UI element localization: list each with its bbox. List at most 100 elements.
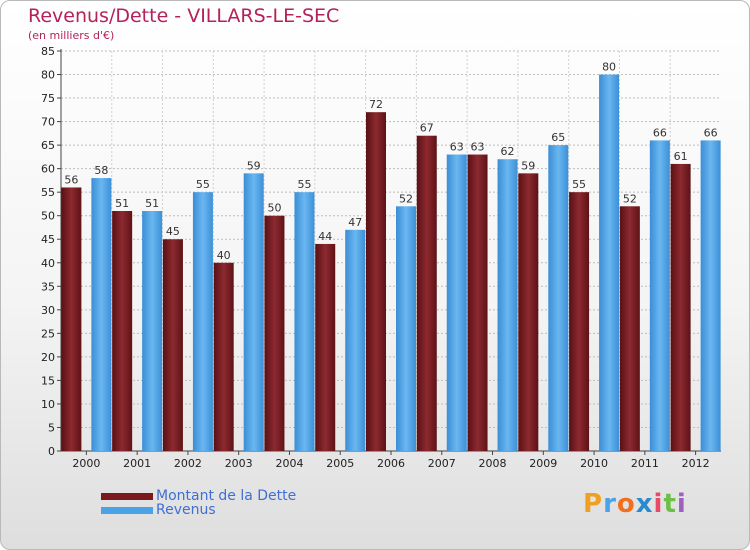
bar-dette [315,243,336,451]
bar-dette [264,215,285,451]
legend-label-revenus: Revenus [156,502,216,518]
bar-revenus [192,192,213,452]
data-label: 61 [674,150,688,163]
logo-letter: i [676,489,687,519]
x-tick-label: 2007 [428,457,456,470]
data-labels: 56 58 51 51 45 55 40 59 50 55 44 47 72 52 67 63 63 62 59 65… [64,61,717,262]
data-label: 65 [551,131,565,144]
bar-dette [61,187,82,451]
y-tick-label: 75 [41,92,55,105]
y-tick-label: 25 [41,327,55,340]
x-tick-label: 2001 [123,457,151,470]
legend-item-revenus: Revenus [101,502,216,518]
bar-dette [569,192,590,452]
y-tick-label: 60 [41,163,55,176]
legend-item-dette: Montant de la Dette [101,488,296,504]
data-label: 67 [420,122,434,135]
legend-label-dette: Montant de la Dette [156,488,297,504]
x-tick-label: 2000 [72,457,100,470]
data-label: 58 [94,164,108,177]
y-tick-label: 0 [48,445,55,458]
y-tick-label: 15 [41,374,55,387]
y-tick-label: 50 [41,210,55,223]
x-tick-label: 2003 [225,457,253,470]
proxiti-logo: Proxiti [583,489,687,519]
bar-revenus [446,154,467,451]
chart-title: Revenus/Dette - VILLARS-LE-SEC [28,5,340,27]
data-label: 72 [369,98,383,111]
data-label: 45 [166,225,180,238]
data-label: 52 [623,192,637,205]
bars [61,74,721,452]
y-tick-label: 10 [41,398,55,411]
bar-revenus [599,74,620,451]
bar-dette [213,262,234,451]
legend-swatch-revenus [101,506,153,514]
y-tick-label: 80 [41,69,55,82]
bar-revenus [243,173,264,451]
y-tick-label: 40 [41,257,55,270]
legend-swatch-dette [101,492,153,500]
x-tick-label: 2002 [174,457,202,470]
data-label: 47 [348,216,362,229]
y-tick-label: 70 [41,116,55,129]
data-label: 63 [471,141,485,154]
logo-letter: o [616,489,636,519]
bar-revenus [396,206,416,451]
x-tick-label: 2011 [631,457,659,470]
bar-dette [112,211,133,451]
data-label: 52 [399,192,413,205]
bar-revenus [548,145,569,451]
bar-dette [416,135,437,452]
x-tick-label: 2008 [479,457,507,470]
bar-revenus [345,229,366,451]
y-tick-label: 5 [48,421,55,434]
logo-letter: r [603,489,617,519]
bar-revenus [700,140,721,452]
logo-letter: P [583,489,604,519]
logo-letter: x [635,489,654,519]
bar-revenus [649,140,670,452]
data-label: 44 [318,230,332,243]
data-label: 59 [247,159,261,172]
data-label: 40 [217,249,231,262]
chart-subtitle: (en milliers d'€) [28,29,115,42]
data-label: 55 [196,178,210,191]
x-tick-label: 2010 [580,457,608,470]
bar-dette [670,163,691,452]
data-label: 80 [602,61,616,74]
x-tick-label: 2006 [377,457,405,470]
data-label: 66 [653,126,667,139]
y-tick-label: 65 [41,139,55,152]
data-label: 63 [450,141,464,154]
y-tick-label: 55 [41,186,55,199]
data-label: 50 [267,202,281,215]
data-label: 51 [145,197,159,210]
bar-dette [366,112,386,452]
x-tick-label: 2005 [326,457,354,470]
y-tick-label: 35 [41,280,55,293]
data-label: 56 [64,173,78,186]
bar-revenus [91,178,112,451]
y-tick-label: 30 [41,304,55,317]
bar-dette [518,173,539,451]
y-tick-label: 45 [41,233,55,246]
bar-revenus [294,192,315,452]
data-label: 62 [501,145,515,158]
bar-dette [619,206,640,451]
data-label: 59 [521,159,535,172]
logo-letter: i [653,489,664,519]
x-tick-label: 2009 [529,457,557,470]
data-label: 51 [115,197,129,210]
data-label: 55 [572,178,586,191]
y-tick-label: 85 [41,45,55,58]
data-label: 55 [297,178,311,191]
data-label: 66 [704,126,718,139]
bar-chart: 0 5 10 15 20 25 30 35 40 45 50 55 60 65 70 75 80 85 2000 20… [41,45,721,470]
bar-dette [162,239,183,451]
x-tick-label: 2012 [682,457,710,470]
y-tick-label: 20 [41,351,55,364]
bar-revenus [142,211,163,451]
x-tick-label: 2004 [275,457,303,470]
